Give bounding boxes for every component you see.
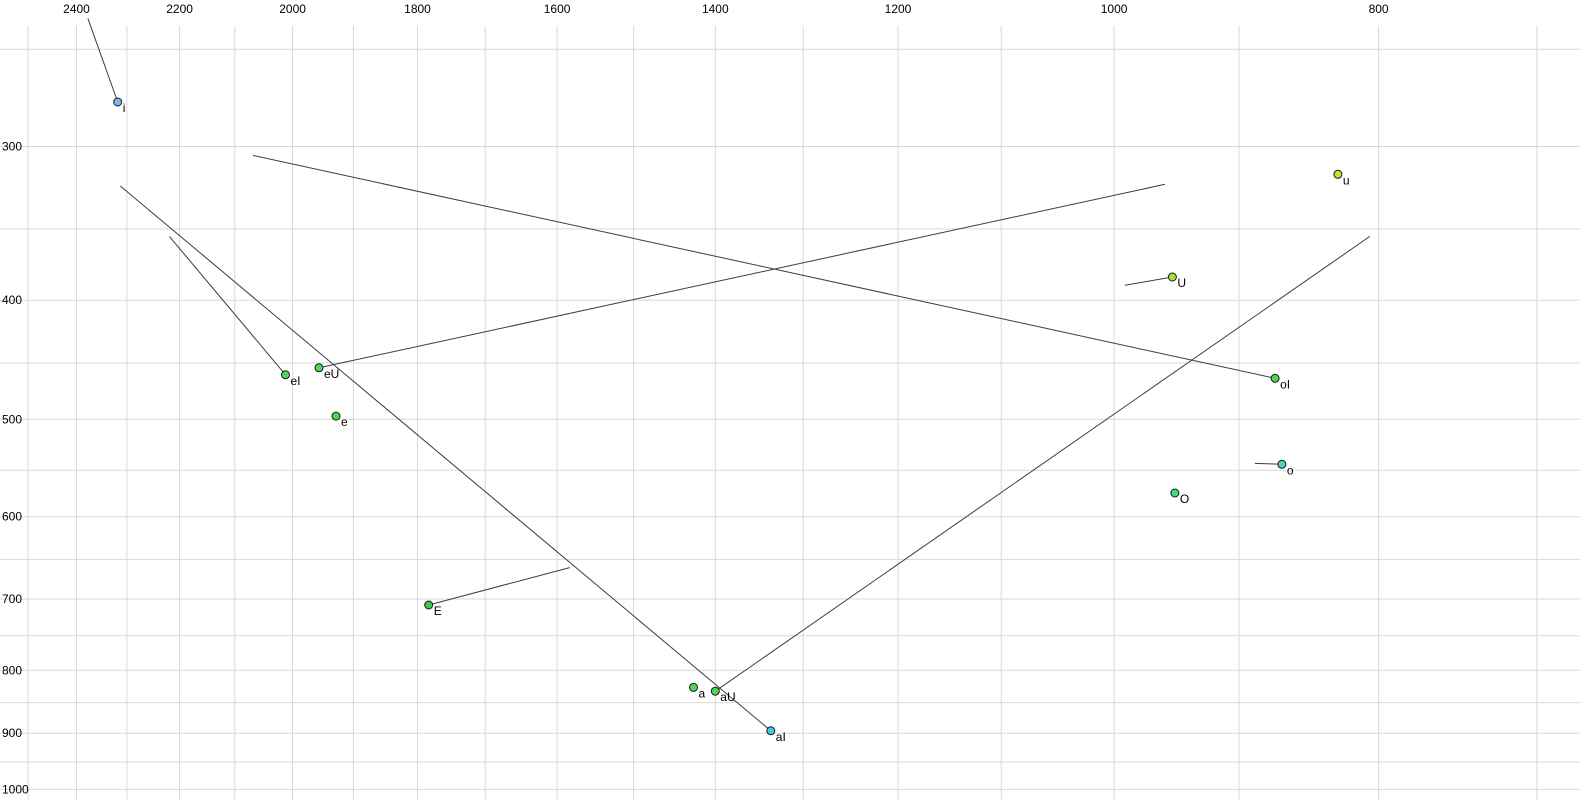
vowel-point-i xyxy=(113,97,123,107)
vowel-point-E xyxy=(424,600,434,610)
y-tick-label: 400 xyxy=(2,293,22,307)
vowel-label-O: O xyxy=(1180,492,1189,506)
vowel-point-a xyxy=(689,682,698,692)
y-tick-label: 900 xyxy=(2,726,22,740)
x-tick-label: 800 xyxy=(1369,2,1389,16)
vowel-point-U xyxy=(1167,272,1177,282)
vowel-label-o: o xyxy=(1287,463,1294,477)
vowel-label-u: u xyxy=(1343,173,1350,187)
vowel-label-e: e xyxy=(341,415,348,429)
vowel-point-O xyxy=(1170,488,1180,498)
vowel-label-aI: aI xyxy=(776,730,786,744)
glide-trajectory-i xyxy=(87,18,119,103)
y-tick-label: 800 xyxy=(2,663,22,677)
vowel-point-aU xyxy=(710,686,720,696)
x-tick-label: 2000 xyxy=(279,2,306,16)
glide-trajectory-oI xyxy=(252,154,1276,379)
x-tick-label: 1200 xyxy=(885,2,912,16)
vowel-point-oI xyxy=(1270,373,1280,383)
x-tick-label: 1400 xyxy=(702,2,729,16)
vowel-point-eU xyxy=(314,363,324,373)
vowel-point-eI xyxy=(281,370,290,380)
vowel-label-eI: eI xyxy=(291,374,301,388)
vowel-label-U: U xyxy=(1177,276,1186,290)
vowel-label-i: i xyxy=(123,101,126,115)
y-tick-label: 600 xyxy=(2,510,22,524)
y-tick-label: 300 xyxy=(2,140,22,154)
glide-trajectory-aI xyxy=(119,185,772,732)
vowel-label-E: E xyxy=(434,604,442,618)
glide-trajectory-eI xyxy=(169,236,286,376)
vowel-label-eU: eU xyxy=(324,367,339,381)
glide-trajectory-E xyxy=(428,567,570,606)
y-tick-label: 1000 xyxy=(2,782,29,796)
y-tick-label: 700 xyxy=(2,592,22,606)
glide-trajectory-eU xyxy=(318,183,1166,369)
x-tick-label: 1600 xyxy=(544,2,571,16)
vowel-label-oI: oI xyxy=(1280,377,1290,391)
glide-trajectory-aU xyxy=(715,235,1371,692)
x-tick-label: 2400 xyxy=(63,2,90,16)
vowel-point-u xyxy=(1333,169,1343,179)
x-tick-label: 1800 xyxy=(404,2,431,16)
y-tick-label: 500 xyxy=(2,412,22,426)
vowel-label-aU: aU xyxy=(720,690,735,704)
vowel-point-aI xyxy=(766,726,776,736)
vowel-label-a: a xyxy=(699,686,706,700)
vowel-point-e xyxy=(331,411,341,421)
x-tick-label: 1000 xyxy=(1101,2,1128,16)
glide-trajectory-o xyxy=(1254,462,1282,465)
x-tick-label: 2200 xyxy=(166,2,193,16)
glide-trajectory-U xyxy=(1124,276,1173,286)
vowel-point-o xyxy=(1277,459,1287,469)
